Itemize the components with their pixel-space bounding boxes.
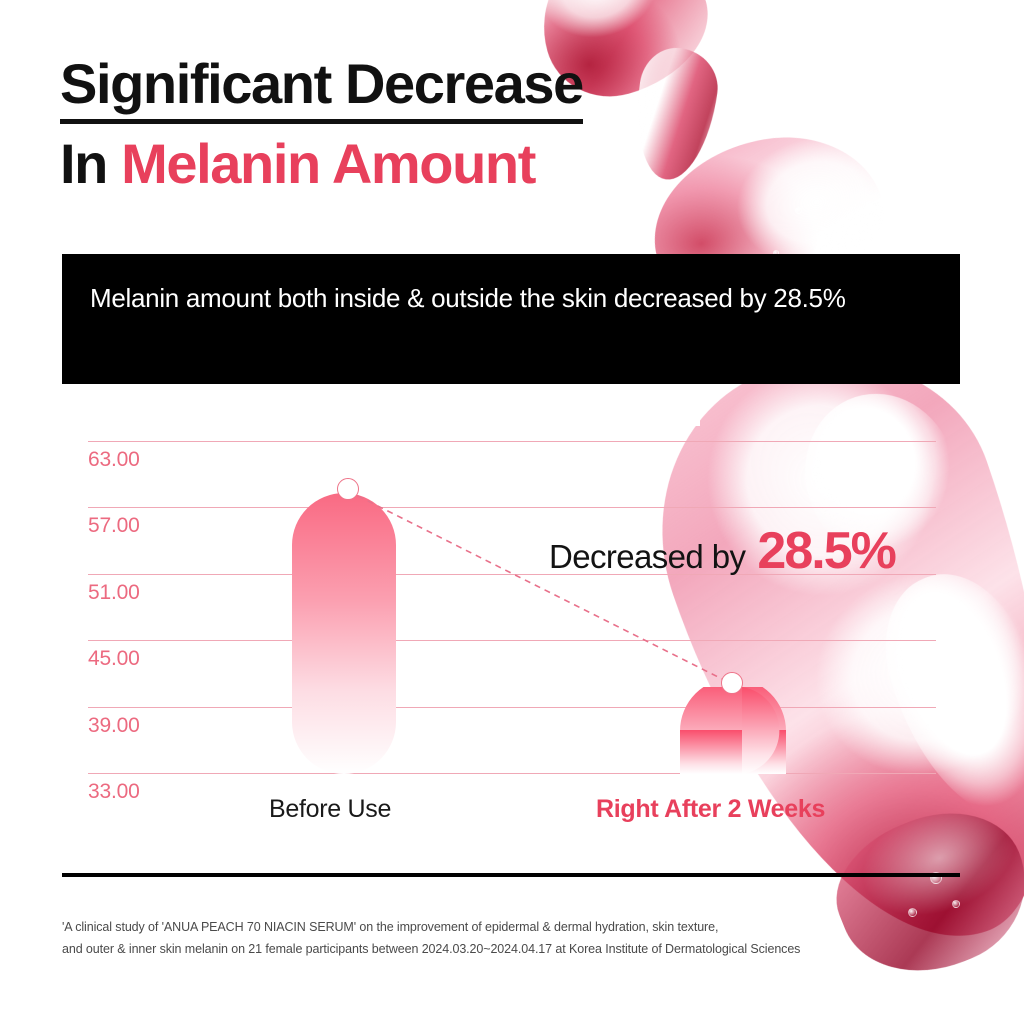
- headline-line-1: Significant Decrease: [60, 54, 584, 125]
- y-axis-tick-63: 63.00: [88, 448, 140, 471]
- gridline-63: [88, 441, 936, 442]
- chart-plot-area: [88, 441, 936, 774]
- bar-before-use-shape: [292, 493, 396, 774]
- footnote-line-2: and outer & inner skin melanin on 21 fem…: [62, 941, 801, 956]
- y-axis-tick-33: 33.00: [88, 780, 140, 803]
- headline-line-2: In Melanin Amount: [60, 134, 583, 193]
- decrease-callout: Decreased by 28.5%: [549, 521, 897, 581]
- data-point-marker-before-use: [337, 478, 359, 500]
- page-title: Significant Decrease In Melanin Amount: [60, 54, 584, 194]
- y-axis-tick-39: 39.00: [88, 714, 140, 737]
- headline-line-2-prefix: In: [60, 132, 122, 196]
- gridline-57: [88, 507, 936, 508]
- decrease-callout-label: Decreased by: [549, 538, 746, 575]
- y-axis-tick-57: 57.00: [88, 514, 140, 537]
- y-axis-tick-45: 45.00: [88, 647, 140, 670]
- footnote: 'A clinical study of 'ANUA PEACH 70 NIAC…: [62, 917, 977, 960]
- x-axis-label-before-use: Before Use: [269, 795, 392, 823]
- bar-before-use: [292, 493, 396, 774]
- decrease-callout-value: 28.5%: [757, 522, 896, 580]
- gridline-33: [88, 773, 936, 774]
- x-axis-label-right-after-2-weeks: Right After 2 Weeks: [596, 795, 826, 823]
- summary-banner-text: Melanin amount both inside & outside the…: [90, 283, 846, 313]
- gridline-45: [88, 640, 936, 641]
- footnote-line-1: 'A clinical study of 'ANUA PEACH 70 NIAC…: [62, 920, 719, 934]
- footer-divider: [62, 873, 960, 877]
- gridline-51: [88, 574, 936, 575]
- y-axis-tick-51: 51.00: [88, 581, 140, 604]
- summary-banner: Melanin amount both inside & outside the…: [62, 254, 960, 384]
- gridline-39: [88, 707, 936, 708]
- data-point-marker-right-after: [721, 672, 743, 694]
- headline-line-2-accent: Melanin Amount: [121, 132, 536, 196]
